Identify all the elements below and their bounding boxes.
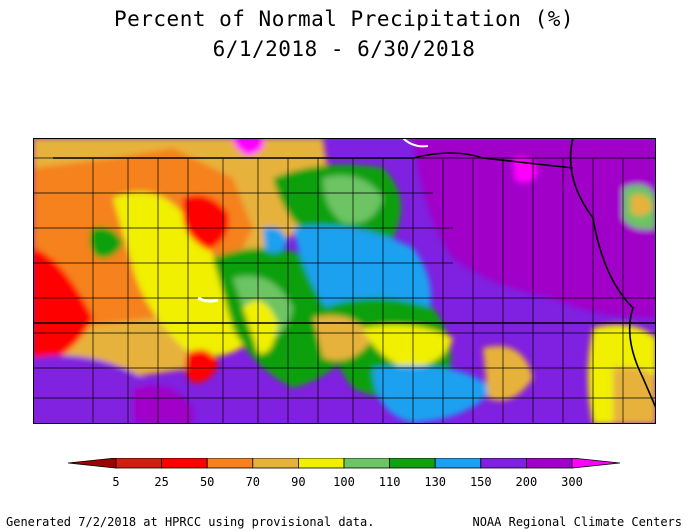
legend-swatch [343,457,390,469]
footer-source: NOAA Regional Climate Centers [472,515,682,529]
region-orange-east [613,366,656,424]
legend-label: 50 [199,475,215,489]
map-title: Percent of Normal Precipitation (%) [113,7,574,31]
region-yellow-center [243,300,278,354]
legend-low-arrow [67,457,117,469]
region-red-southcentral [185,349,218,383]
river-mark [402,138,429,148]
legend-swatch [297,457,345,469]
legend-label: 70 [245,475,261,489]
legend-swatch [115,457,162,469]
legend: 5 25 50 70 90 100 110 130 150 200 300 [67,457,621,494]
legend-swatch [206,457,254,469]
region-blue-southcentral [373,365,493,423]
region-green-west-ring [89,227,123,258]
region-purple-southwest2 [133,385,193,424]
legend-label: 110 [378,475,401,489]
legend-swatch [434,457,482,469]
region-orange-southeast [483,346,533,401]
map-date-range: 6/1/2018 - 6/30/2018 [212,37,476,61]
region-red-southwest [33,248,93,368]
legend-label: 130 [424,475,447,489]
legend-colorbar [67,457,621,469]
legend-label: 100 [333,475,355,489]
legend-high-arrow [571,457,621,469]
legend-swatch [252,457,299,469]
legend-swatch [161,457,208,469]
precipitation-map [33,138,656,424]
legend-labels: 5 25 50 70 90 100 110 130 150 200 300 [68,475,620,493]
region-red-northwest [183,195,229,250]
lake-mark [197,296,219,303]
legend-swatch [525,457,573,469]
legend-label: 150 [469,475,492,489]
region-yellow-south [363,324,453,368]
legend-swatch [480,457,527,469]
region-purple-southwest [33,355,157,424]
region-violet-northeast [413,138,656,318]
legend-label: 300 [561,475,583,489]
region-yellow-central-west [113,192,253,356]
legend-label: 200 [515,475,538,489]
region-blue-west-ring [263,227,288,253]
region-magenta-north [233,138,264,156]
legend-swatch [389,457,436,469]
legend-label: 25 [154,475,169,489]
legend-label: 5 [112,475,120,489]
legend-label: 90 [291,475,306,489]
state-boundaries [33,138,656,409]
footer-generated-note: Generated 7/2/2018 at HPRCC using provis… [6,515,375,529]
region-orange-northeast [631,194,653,216]
region-orange-south [313,315,373,361]
